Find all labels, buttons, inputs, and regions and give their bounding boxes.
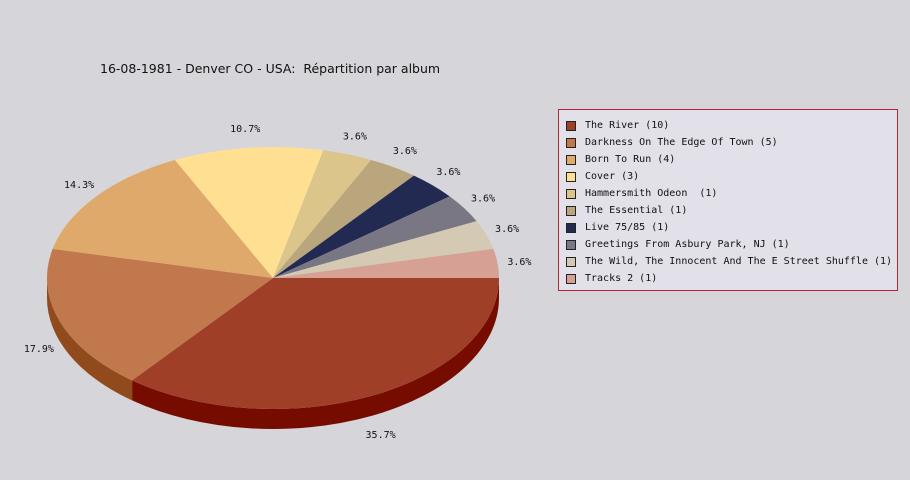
pie-side-0 <box>132 278 499 430</box>
legend-item: The Wild, The Innocent And The E Street … <box>566 253 897 270</box>
legend-label: The Essential (1) <box>585 205 688 216</box>
chart-title: 16-08-1981 - Denver CO - USA: Répartitio… <box>100 61 441 76</box>
pie-label-4: 3.6% <box>343 132 367 143</box>
legend-label: The Wild, The Innocent And The E Street … <box>585 256 893 267</box>
pie-slices <box>47 147 499 409</box>
pie-label-6: 3.6% <box>436 167 460 178</box>
pie-sides <box>47 278 499 430</box>
legend-item: Darkness On The Edge Of Town (5) <box>566 134 897 151</box>
legend-item: Greetings From Asbury Park, NJ (1) <box>566 236 897 253</box>
legend-label: Hammersmith Odeon (1) <box>585 188 718 199</box>
legend-swatch <box>566 239 576 250</box>
legend-swatch <box>566 120 576 131</box>
legend-label: The River (10) <box>585 120 670 131</box>
legend-swatch <box>566 222 576 233</box>
legend-label: Darkness On The Edge Of Town (5) <box>585 137 778 148</box>
legend-item: Cover (3) <box>566 168 897 185</box>
legend-item: Tracks 2 (1) <box>566 270 897 287</box>
pie-label-9: 3.6% <box>507 257 531 268</box>
legend-label: Greetings From Asbury Park, NJ (1) <box>585 239 790 250</box>
legend-item: The Essential (1) <box>566 202 897 219</box>
pie-slice-0 <box>132 278 499 409</box>
legend-label: Born To Run (4) <box>585 154 676 165</box>
legend-label: Tracks 2 (1) <box>585 273 658 284</box>
legend-swatch <box>566 154 576 165</box>
legend-label: Live 75/85 (1) <box>585 222 670 233</box>
pie-label-2: 14.3% <box>64 180 94 191</box>
legend-swatch <box>566 256 576 267</box>
legend-swatch <box>566 137 576 148</box>
legend-swatch <box>566 205 576 216</box>
pie-slice-8 <box>273 221 494 278</box>
legend-swatch <box>566 171 576 182</box>
legend-swatch <box>566 188 576 199</box>
pie-slice-1 <box>47 248 274 381</box>
pie-label-8: 3.6% <box>495 224 519 235</box>
pie-slice-2 <box>52 159 273 278</box>
legend-label: Cover (3) <box>585 171 640 182</box>
pie-label-0: 35.7% <box>366 430 396 441</box>
pie-label-5: 3.6% <box>393 146 417 157</box>
legend: The River (10) Darkness On The Edge Of To… <box>558 109 898 291</box>
legend-item: Hammersmith Odeon (1) <box>566 185 897 202</box>
legend-swatch <box>566 273 576 284</box>
pie-slice-5 <box>273 159 414 278</box>
pie-side-1 <box>47 278 133 401</box>
pie-slice-3 <box>174 147 324 278</box>
pie-slice-4 <box>273 150 372 278</box>
pie-labels: 35.7% 17.9% 14.3% 10.7% 3.6% 3.6% 3.6% 3.6% 3.6%… <box>24 124 532 441</box>
pie-label-7: 3.6% <box>471 194 495 205</box>
pie-slice-7 <box>273 196 477 278</box>
pie-slice-6 <box>273 175 450 278</box>
pie-slice-9 <box>273 248 499 278</box>
legend-item: Live 75/85 (1) <box>566 219 897 236</box>
legend-item: The River (10) <box>566 117 897 134</box>
legend-item: Born To Run (4) <box>566 151 897 168</box>
pie-label-3: 10.7% <box>230 124 260 135</box>
pie-label-1: 17.9% <box>24 344 54 355</box>
